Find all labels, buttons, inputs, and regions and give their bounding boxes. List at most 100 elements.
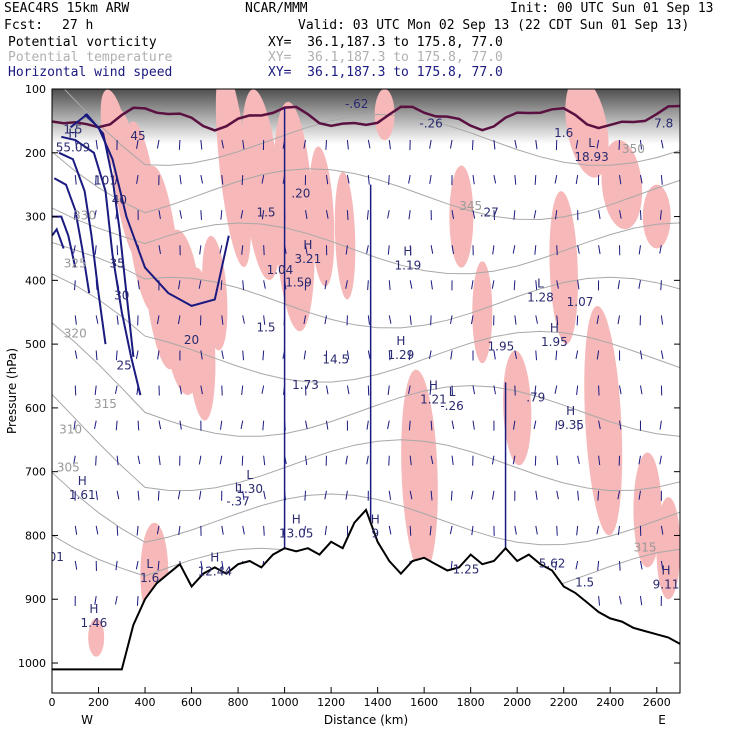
wind-vector <box>556 525 558 536</box>
wind-vector <box>345 490 348 500</box>
wind-vector <box>472 385 476 395</box>
wind-vector <box>470 315 474 325</box>
wind-vector <box>115 210 118 220</box>
wind-vector <box>346 350 350 360</box>
wind-vector <box>619 210 622 219</box>
pv-extremum-letter: H <box>662 563 671 577</box>
wind-vector <box>513 420 516 430</box>
wind-vector <box>220 280 223 291</box>
wind-vector <box>137 245 141 254</box>
wind-vector <box>324 315 327 325</box>
wind-vector <box>659 455 662 465</box>
pv-contour-value: 1.5 <box>256 320 275 334</box>
wind-vector <box>221 525 224 535</box>
wind-vector <box>492 245 495 255</box>
wind-vector <box>157 490 160 501</box>
wind-vector <box>241 245 244 255</box>
pv-fill-patch <box>273 101 315 332</box>
wind-vector <box>409 315 412 325</box>
wind-vector <box>74 175 77 185</box>
wind-vector <box>137 455 141 465</box>
wind-vector <box>115 560 118 571</box>
pv-contour-value: -.26 <box>419 116 442 130</box>
wind-vector <box>137 420 140 431</box>
wind-vector <box>596 525 600 535</box>
pv-extremum-value: 1.21 <box>420 393 447 407</box>
wind-vector <box>491 280 495 289</box>
pv-extremum-letter: L <box>246 468 253 482</box>
wind-vector <box>555 420 558 431</box>
wind-vector <box>575 350 579 359</box>
pv-extremum-letter: H <box>396 334 405 348</box>
wind-vector <box>556 455 559 466</box>
wind-vector <box>200 385 203 395</box>
wind-vector <box>198 455 202 465</box>
wind-vector <box>596 139 600 149</box>
wind-vector <box>304 490 307 501</box>
wind-vector <box>179 385 182 395</box>
wind-vector <box>535 315 538 324</box>
wind-vector <box>74 350 78 359</box>
wind-vector <box>199 245 202 255</box>
wind-vector <box>221 175 224 185</box>
wind-vector <box>451 210 455 220</box>
legend-theta-name: Potential temperature <box>8 50 173 65</box>
wind-vector <box>576 525 579 536</box>
wind-vector <box>345 245 348 255</box>
pv-extremum-letter: H <box>303 238 312 252</box>
pv-extremum-letter: H <box>403 245 412 259</box>
wind-vector <box>555 210 558 220</box>
pv-contour-value: 14.5 <box>322 352 349 366</box>
pv-fill-patch <box>642 184 671 249</box>
pv-fill-patch <box>503 350 532 466</box>
theta-label: 315 <box>94 397 117 411</box>
wind-vector <box>263 245 265 256</box>
wind-speed-label: 25 <box>116 359 131 373</box>
x-tick-label: 2200 <box>550 696 578 709</box>
wind-vector <box>324 280 327 290</box>
wind-vector <box>73 455 76 465</box>
wind-vector <box>409 245 412 256</box>
wind-vector <box>115 420 118 431</box>
pv-contour-value: 101 <box>94 174 117 188</box>
wind-vector <box>408 420 411 431</box>
wind-vector <box>241 455 244 466</box>
wind-vector <box>261 385 265 394</box>
org-title: NCAR/MMM <box>245 1 308 16</box>
wind-vector <box>219 245 223 254</box>
wind-vector <box>388 525 392 535</box>
pv-extremum-value: 1.6 <box>140 571 159 585</box>
wind-vector <box>74 560 78 570</box>
wind-vector <box>220 210 223 220</box>
wind-vector <box>534 175 537 185</box>
theta-label: 305 <box>57 461 80 475</box>
wind-vector <box>263 315 266 325</box>
wind-vector <box>388 490 392 500</box>
wind-vector <box>73 210 76 220</box>
wind-vector <box>262 420 265 431</box>
wind-vector <box>408 350 411 361</box>
x-tick-label: 1800 <box>457 696 485 709</box>
wind-vector <box>241 385 244 395</box>
pv-extremum-value: 1.46 <box>81 616 108 630</box>
wind-vector <box>471 139 474 150</box>
wind-vector <box>639 560 643 570</box>
wind-vector <box>116 525 119 536</box>
wind-vector <box>200 139 203 150</box>
wind-vector <box>198 280 202 289</box>
wind-vector <box>617 525 621 536</box>
wind-vector <box>221 560 224 570</box>
pv-extremum-letter: L <box>537 276 544 290</box>
wind-vector <box>366 420 369 430</box>
wind-vector <box>179 175 182 185</box>
wind-speed-contour-30 <box>58 151 107 345</box>
theta-isentrope <box>63 89 680 166</box>
pv-extremum-value: 9 <box>371 526 379 540</box>
wind-vector <box>95 315 99 324</box>
wind-vector <box>303 139 307 149</box>
wind-vector <box>94 245 97 255</box>
wind-vector <box>450 490 453 501</box>
plot-frame <box>51 88 681 694</box>
theta-label: 330 <box>73 209 96 223</box>
wind-vector <box>514 139 518 149</box>
